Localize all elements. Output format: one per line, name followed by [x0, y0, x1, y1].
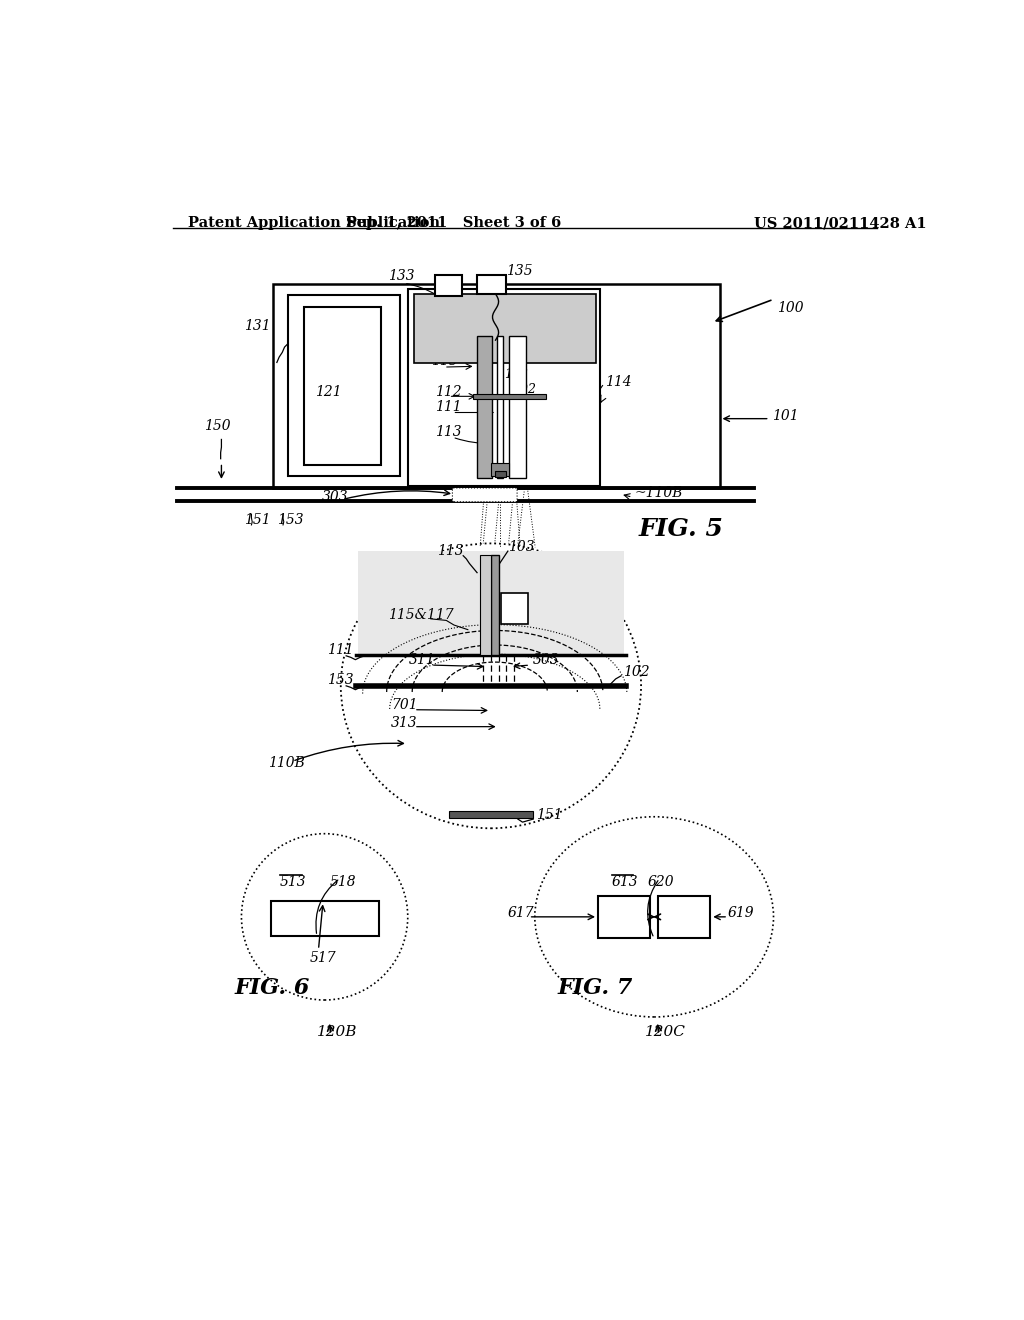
Text: 513: 513 [280, 875, 306, 888]
Text: 701: 701 [391, 698, 418, 711]
Text: 153: 153 [327, 673, 353, 688]
Bar [304, 308, 381, 465]
Text: 153: 153 [276, 513, 303, 527]
Text: 113: 113 [437, 544, 464, 558]
Text: 518: 518 [330, 875, 356, 888]
Text: FIG. 5: FIG. 5 [639, 516, 724, 541]
Bar [490, 462, 509, 477]
Text: Patent Application Publication: Patent Application Publication [188, 216, 440, 230]
Bar [414, 294, 596, 363]
Text: 115: 115 [431, 354, 458, 368]
Circle shape [242, 834, 408, 1001]
Bar [477, 275, 506, 294]
Bar [414, 294, 596, 363]
Bar [473, 395, 546, 399]
Bar [449, 812, 534, 817]
Text: 619: 619 [728, 906, 755, 920]
Text: 150: 150 [204, 420, 230, 433]
Bar [480, 554, 490, 655]
Text: FIG. 7: FIG. 7 [558, 977, 633, 999]
Bar [270, 902, 379, 936]
Text: 114: 114 [605, 375, 632, 388]
Bar [490, 554, 499, 655]
Text: 517: 517 [309, 952, 336, 965]
Bar [495, 471, 506, 478]
Bar [658, 896, 711, 939]
Text: 313: 313 [391, 715, 418, 730]
Text: 120C: 120C [645, 1026, 686, 1039]
Text: 103: 103 [508, 540, 535, 554]
Text: ~110B: ~110B [635, 486, 683, 500]
Bar [435, 275, 462, 296]
Ellipse shape [341, 544, 641, 829]
Bar [598, 896, 650, 939]
Text: 103: 103 [504, 368, 528, 381]
Text: 121: 121 [315, 384, 342, 399]
Text: 613: 613 [611, 875, 638, 888]
Text: 617: 617 [508, 906, 535, 920]
Text: 101: 101 [772, 409, 799, 424]
Text: 151: 151 [245, 513, 271, 527]
Bar [357, 552, 625, 655]
FancyBboxPatch shape [453, 488, 517, 502]
Text: 100: 100 [777, 301, 804, 315]
Text: 135: 135 [506, 264, 532, 279]
Text: 111: 111 [327, 643, 353, 657]
Bar [289, 296, 400, 477]
Text: US 2011/0211428 A1: US 2011/0211428 A1 [755, 216, 927, 230]
Text: 311: 311 [410, 653, 436, 668]
Text: 115&117: 115&117 [388, 609, 454, 622]
Text: 110B: 110B [267, 755, 304, 770]
Bar [497, 335, 503, 478]
Bar [408, 289, 600, 486]
Text: 112: 112 [435, 384, 462, 399]
Text: 102: 102 [512, 383, 537, 396]
Text: 120B: 120B [316, 1026, 357, 1039]
Text: 113: 113 [435, 425, 462, 438]
Text: 620: 620 [648, 875, 675, 888]
Ellipse shape [535, 817, 773, 1016]
Bar [501, 594, 528, 624]
Bar [509, 335, 526, 478]
Bar [477, 335, 493, 478]
Text: 303: 303 [532, 653, 559, 668]
Bar [273, 284, 720, 488]
Text: 133: 133 [388, 269, 415, 282]
Text: 111: 111 [435, 400, 462, 414]
Text: 303: 303 [322, 490, 348, 504]
Text: 102: 102 [624, 665, 650, 678]
Text: 151: 151 [536, 808, 562, 822]
Text: Sep. 1, 2011   Sheet 3 of 6: Sep. 1, 2011 Sheet 3 of 6 [346, 216, 561, 230]
Text: FIG. 6: FIG. 6 [234, 977, 310, 999]
Text: 131: 131 [245, 319, 271, 333]
